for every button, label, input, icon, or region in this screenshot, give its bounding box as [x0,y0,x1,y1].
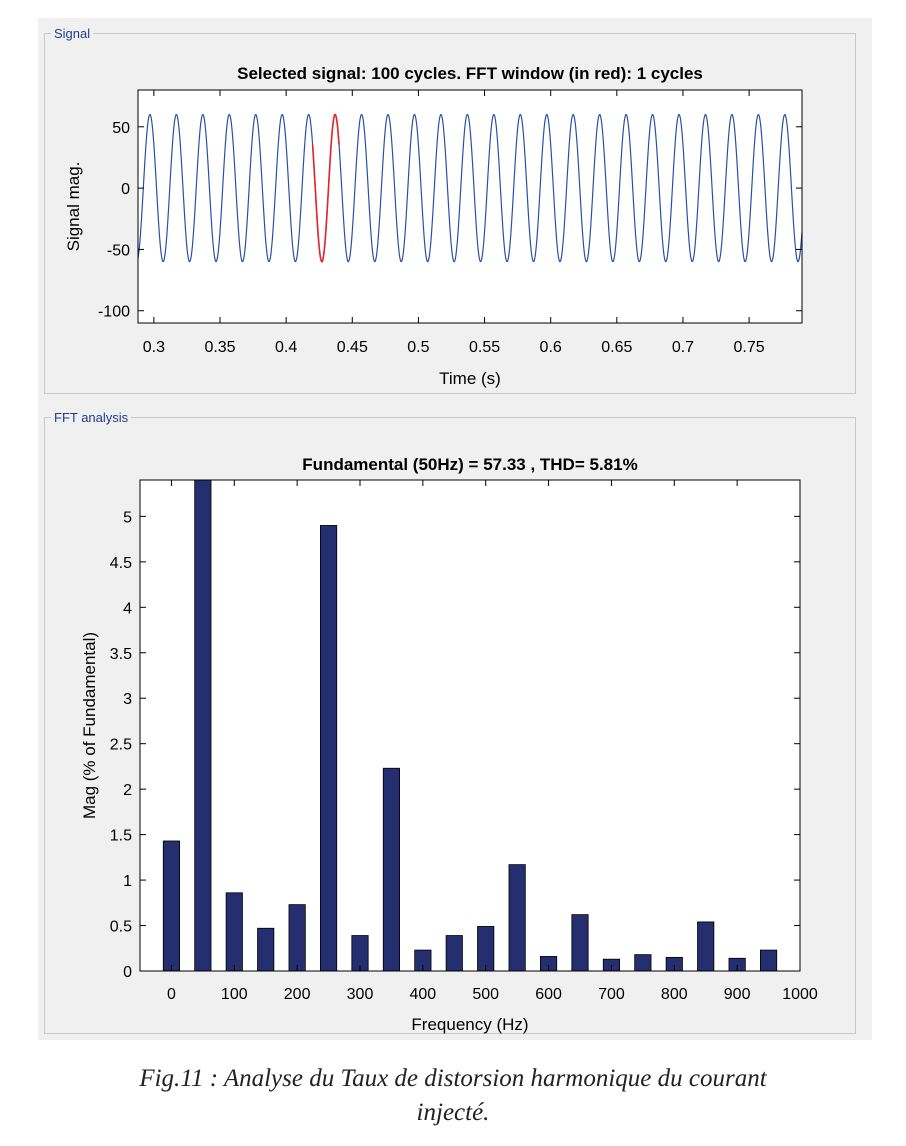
fft-y-tick-label: 0 [123,964,132,981]
fft-bar [225,892,243,972]
fft-bar [194,479,212,972]
fft-axes-box [139,479,801,972]
signal-y-tick-label: 0 [121,181,130,198]
fft-bar [760,949,778,972]
fft-bar [382,767,401,972]
fft-bar [162,840,180,972]
fft-y-tick-label: 4.5 [110,555,132,572]
signal-x-tick-label: 0.7 [672,339,694,356]
fft-bar [445,935,463,972]
fft-y-tick-label: 1.5 [110,828,132,845]
fft-x-tick-label: 800 [661,986,688,1003]
fft-x-tick-label: 500 [472,986,499,1003]
signal-x-tick-label: 0.55 [469,339,500,356]
signal-y-axis-label: Signal mag. [64,162,83,252]
fft-bar [257,927,275,972]
signal-y-tick-label: -100 [98,304,130,321]
fft-bar [288,904,306,972]
fft-bar [571,914,589,972]
fft-y-tick-label: 3.5 [110,646,132,663]
figure-caption: Fig.11 : Analyse du Taux de distorsion h… [0,1062,906,1130]
fft-x-tick-label: 700 [598,986,625,1003]
fft-bar [697,921,715,972]
signal-x-tick-label: 0.3 [143,339,165,356]
fft-y-axis-label: Mag (% of Fundamental) [80,632,99,819]
signal-x-axis-label: Time (s) [439,369,501,388]
fft-y-tick-label: 4 [123,600,132,617]
fft-bar [477,926,495,972]
fft-y-tick-label: 3 [123,691,132,708]
fft-y-tick-label: 2 [123,782,132,799]
fft-y-tick-label: 5 [123,509,132,526]
fft-plot-area [140,480,800,971]
signal-axes-box [137,89,803,324]
signal-x-tick-label: 0.4 [275,339,297,356]
fft-analysis-group: FFT analysis [44,410,856,1034]
fft-x-tick-label: 600 [535,986,562,1003]
fft-x-axis-label: Frequency (Hz) [411,1015,528,1034]
signal-x-tick-label: 0.35 [204,339,235,356]
fft-x-tick-label: 200 [284,986,311,1003]
signal-y-tick-label: -50 [107,242,130,259]
fft-x-tick-label: 100 [221,986,248,1003]
signal-x-tick-label: 0.75 [734,339,765,356]
fft-x-tick-label: 400 [410,986,437,1003]
fft-y-tick-label: 2.5 [110,737,132,754]
fft-window-line [311,113,340,263]
fft-chart: Fundamental (50Hz) = 57.33 , THD= 5.81% F… [80,455,818,1034]
fft-x-tick-label: 900 [724,986,751,1003]
caption-line-2: injecté. [416,1099,490,1126]
fft-chart-title: Fundamental (50Hz) = 57.33 , THD= 5.81% [302,455,637,474]
signal-group-label: Signal [54,26,91,41]
fft-x-tick-label: 0 [167,986,176,1003]
fft-group-label: FFT analysis [54,410,129,425]
fft-y-tick-label: 1 [123,873,132,890]
fft-y-tick-label: 0.5 [110,919,132,936]
signal-x-tick-label: 0.6 [540,339,562,356]
signal-group: Signal [44,26,856,394]
fft-bar [508,864,526,972]
signal-chart: Selected signal: 100 cycles. FFT window … [64,64,803,388]
signal-line [137,114,803,263]
signal-y-tick-label: 50 [112,120,130,137]
fft-bar [319,525,338,972]
signal-x-tick-label: 0.45 [337,339,368,356]
caption-line-1: Fig.11 : Analyse du Taux de distorsion h… [139,1065,767,1092]
signal-x-tick-label: 0.65 [601,339,632,356]
signal-x-tick-label: 0.5 [407,339,429,356]
fft-x-tick-label: 300 [347,986,374,1003]
signal-chart-title: Selected signal: 100 cycles. FFT window … [237,64,703,83]
fft-bar [634,954,652,972]
fft-x-tick-label: 1000 [782,986,818,1003]
